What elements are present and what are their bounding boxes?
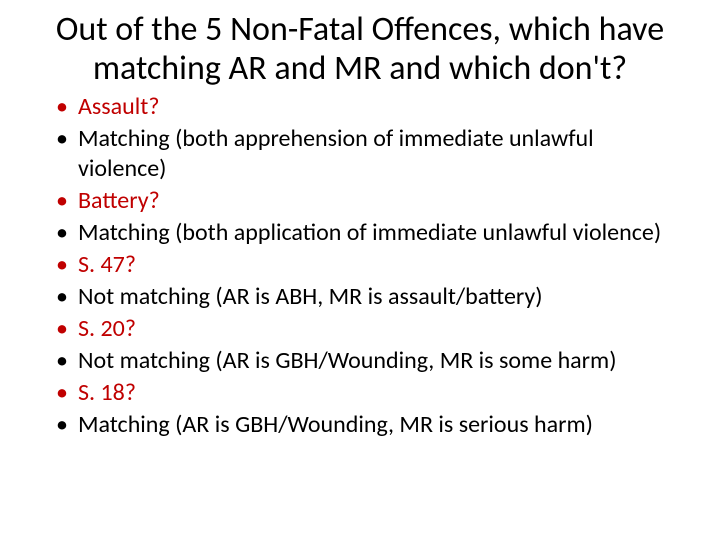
- list-item: Not matching (AR is GBH/Wounding, MR is …: [56, 346, 680, 376]
- list-item: Assault?: [56, 92, 680, 122]
- list-item: S. 20?: [56, 314, 680, 344]
- list-item: Matching (both apprehension of immediate…: [56, 124, 680, 184]
- list-item: Not matching (AR is ABH, MR is assault/b…: [56, 282, 680, 312]
- bullet-list: Assault? Matching (both apprehension of …: [56, 92, 680, 440]
- list-item: S. 47?: [56, 250, 680, 280]
- list-item: Battery?: [56, 186, 680, 216]
- slide: Out of the 5 Non-Fatal Offences, which h…: [0, 0, 720, 540]
- list-item: Matching (AR is GBH/Wounding, MR is seri…: [56, 410, 680, 440]
- slide-body: Assault? Matching (both apprehension of …: [40, 92, 680, 440]
- list-item: Matching (both application of immediate …: [56, 218, 680, 248]
- list-item: S. 18?: [56, 378, 680, 408]
- slide-title: Out of the 5 Non-Fatal Offences, which h…: [40, 10, 680, 88]
